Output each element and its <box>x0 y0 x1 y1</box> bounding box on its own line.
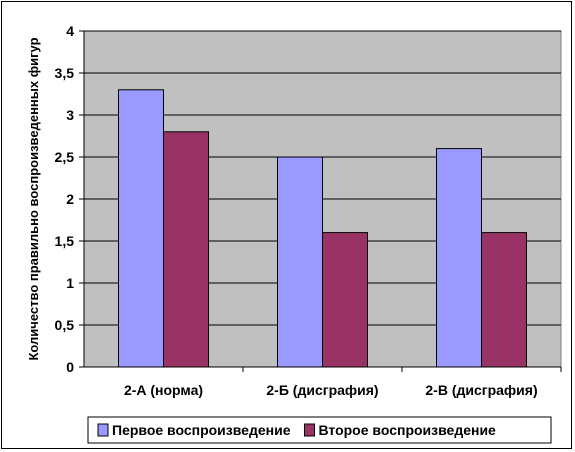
x-tick-label: 2-В (дисграфия) <box>425 382 537 398</box>
y-axis-title: Количество правильно воспроизведенных фи… <box>26 37 41 360</box>
y-tick-label: 2,5 <box>55 149 75 165</box>
y-tick-label: 3,5 <box>55 65 75 81</box>
legend-box <box>87 416 552 444</box>
y-tick-labels: 0 0,5 1 1,5 2 2,5 3 3,5 4 <box>55 23 75 375</box>
bar-2-3 <box>481 232 527 368</box>
y-tick-label: 3 <box>66 107 74 123</box>
x-tick-label: 2-Б (дисграфия) <box>266 382 378 398</box>
legend-swatch <box>303 423 315 437</box>
y-tick-label: 1 <box>66 275 74 291</box>
y-tick-label: 4 <box>66 23 74 39</box>
legend-items: Первое воспроизведение Второе воспроизвед… <box>97 422 496 438</box>
y-tick-label: 0,5 <box>55 317 75 333</box>
y-tick-label: 0 <box>66 359 74 375</box>
bar-1-1 <box>118 89 164 368</box>
bar-1-3 <box>436 148 482 368</box>
y-tick-label: 2 <box>66 191 74 207</box>
bar-1-2 <box>277 156 323 368</box>
legend-label: Первое воспроизведение <box>112 422 291 438</box>
legend-swatch <box>97 423 109 437</box>
x-tick-labels: 2-А (норма) 2-Б (дисграфия) 2-В (дисграфия… <box>124 382 538 398</box>
bar-2-1 <box>163 131 209 368</box>
bars <box>118 89 527 368</box>
legend: Первое воспроизведение Второе воспроизвед… <box>87 416 552 444</box>
axes <box>79 30 562 372</box>
legend-label: Второе воспроизведение <box>318 422 496 438</box>
y-tick-label: 1,5 <box>55 233 75 249</box>
x-tick-label: 2-А (норма) <box>124 382 203 398</box>
bar-2-2 <box>322 232 368 368</box>
